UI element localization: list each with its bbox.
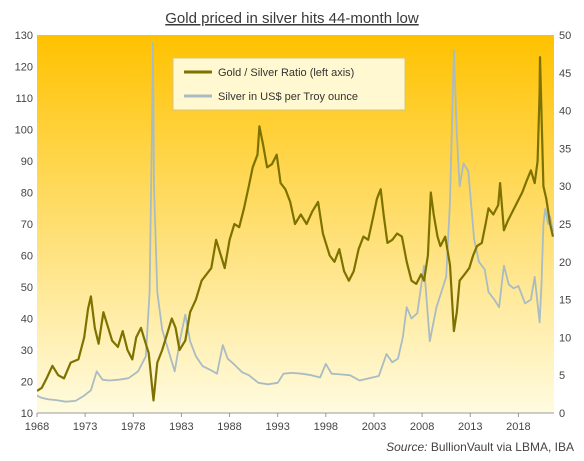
y-left-tick-label: 70 (21, 219, 33, 231)
y-left-tick-label: 50 (21, 282, 33, 294)
series-layer (37, 41, 554, 403)
y-right-tick-label: 30 (559, 181, 571, 193)
y-right-tick-label: 0 (559, 408, 565, 420)
x-tick-label: 2018 (506, 421, 530, 433)
y-right-tick-label: 5 (559, 370, 565, 382)
x-tick-label: 1973 (73, 421, 97, 433)
y-right-tick-label: 10 (559, 332, 571, 344)
y-right-tick-label: 50 (559, 30, 571, 42)
x-tick-label: 1968 (25, 421, 49, 433)
y-left-tick-label: 20 (21, 377, 33, 389)
left-axis: 10 20 30 40 50 60 70 80 90 100 110 120 130 (15, 30, 33, 420)
x-tick-label: 1993 (265, 421, 289, 433)
x-tick-label: 1988 (217, 421, 241, 433)
legend-box (172, 57, 406, 111)
legend-label-ratio: Gold / Silver Ratio (left axis) (218, 67, 354, 79)
y-right-tick-label: 25 (559, 219, 571, 231)
x-tick-label: 1983 (169, 421, 193, 433)
y-left-tick-label: 110 (15, 93, 33, 105)
legend-label-silver: Silver in US$ per Troy ounce (218, 91, 358, 103)
y-left-tick-label: 10 (21, 408, 33, 420)
y-right-tick-label: 45 (559, 68, 571, 80)
source-label: Source: (386, 440, 428, 454)
y-right-tick-label: 35 (559, 143, 571, 155)
y-right-tick-label: 20 (559, 257, 571, 269)
y-left-tick-label: 80 (21, 188, 33, 200)
y-left-tick-label: 100 (15, 125, 33, 137)
series-line-gold-silver-ratio (37, 56, 554, 402)
x-tick-label: 1978 (121, 421, 145, 433)
x-tick-label: 1998 (314, 421, 338, 433)
x-tick-label: 2008 (410, 421, 434, 433)
source-text: BullionVault via LBMA, IBA (430, 440, 574, 454)
y-left-tick-label: 120 (15, 62, 33, 74)
y-left-tick-label: 130 (15, 30, 33, 42)
source-note: Source: BullionVault via LBMA, IBA (386, 440, 574, 454)
y-right-tick-label: 15 (559, 295, 571, 307)
y-left-tick-label: 90 (21, 156, 33, 168)
chart-title: Gold priced in silver hits 44-month low (165, 10, 419, 27)
x-tick-label: 2003 (362, 421, 386, 433)
y-left-tick-label: 40 (21, 314, 33, 326)
y-left-tick-label: 30 (21, 345, 33, 357)
right-axis: 0 5 10 15 20 25 30 35 40 45 50 (559, 30, 571, 420)
x-axis: 1968 1973 1978 1983 1988 1993 1998 2003 2008 2013… (25, 413, 531, 433)
x-tick-label: 2013 (458, 421, 482, 433)
legend: Gold / Silver Ratio (left axis) Silver i… (172, 57, 406, 111)
y-right-tick-label: 40 (559, 106, 571, 118)
y-left-tick-label: 60 (21, 251, 33, 263)
series-line-silver-price (37, 41, 554, 403)
